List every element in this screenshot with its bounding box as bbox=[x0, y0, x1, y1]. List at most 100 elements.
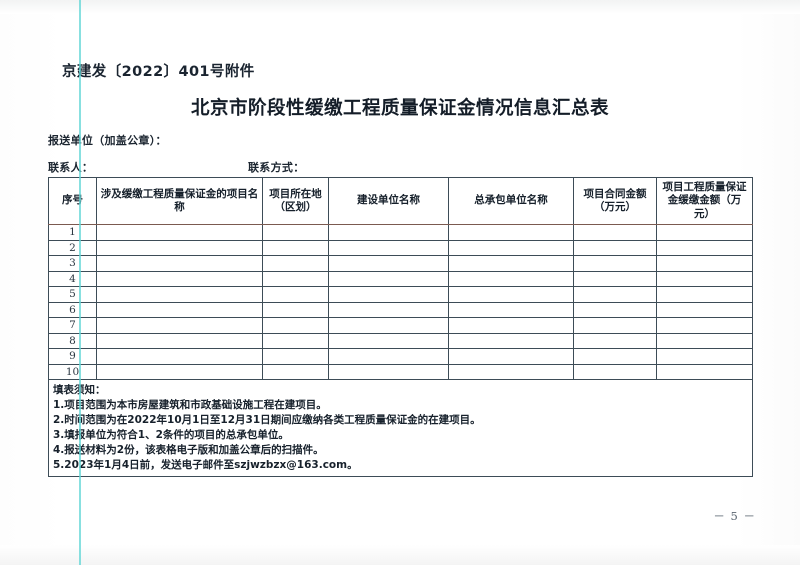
note-item: 2.时间范围为在2022年10月1日至12月31日期间应缴纳各类工程质量保证金的… bbox=[53, 413, 481, 426]
page-number: － 5 － bbox=[713, 509, 756, 523]
cell-location[interactable] bbox=[262, 348, 329, 365]
cell-deferred-amount[interactable] bbox=[656, 270, 753, 287]
cell-deferred-amount[interactable] bbox=[656, 224, 753, 241]
cell-contractor-unit[interactable] bbox=[448, 224, 574, 241]
cell-contract-amount[interactable] bbox=[573, 286, 657, 303]
cell-deferred-amount[interactable] bbox=[656, 317, 753, 334]
table-row[interactable]: 3 bbox=[48, 255, 753, 272]
cell-contract-amount[interactable] bbox=[573, 317, 657, 334]
cell-contract-amount[interactable] bbox=[573, 348, 657, 365]
table-row[interactable]: 8 bbox=[48, 332, 753, 349]
notes-list: 1.项目范围为本市房屋建筑和市政基础设施工程在建项目。 2.时间范围为在2022… bbox=[53, 398, 748, 473]
cell-contractor-unit[interactable] bbox=[448, 363, 574, 380]
summary-table: 序号 涉及缓缴工程质量保证金的项目名称 项目所在地（区划） 建设单位名称 总承包… bbox=[48, 177, 753, 478]
cell-location[interactable] bbox=[262, 286, 329, 303]
cell-location[interactable] bbox=[262, 332, 329, 349]
cell-contractor-unit[interactable] bbox=[448, 286, 574, 303]
summary-table-wrapper: 序号 涉及缓缴工程质量保证金的项目名称 项目所在地（区划） 建设单位名称 总承包… bbox=[48, 177, 753, 478]
table-row[interactable]: 7 bbox=[48, 317, 753, 334]
document-code: 京建发〔2022〕401号附件 bbox=[62, 64, 255, 80]
cell-project-name[interactable] bbox=[96, 270, 263, 287]
cell-contract-amount[interactable] bbox=[573, 239, 657, 256]
cell-construction-unit[interactable] bbox=[328, 317, 449, 334]
cell-index: 9 bbox=[48, 348, 97, 365]
cell-location[interactable] bbox=[262, 255, 329, 272]
cell-location[interactable] bbox=[262, 317, 329, 334]
cell-construction-unit[interactable] bbox=[328, 332, 449, 349]
table-row[interactable]: 5 bbox=[48, 286, 753, 303]
cell-location[interactable] bbox=[262, 363, 329, 380]
cell-contractor-unit[interactable] bbox=[448, 301, 574, 318]
page-title: 北京市阶段性缓缴工程质量保证金情况信息汇总表 bbox=[190, 98, 609, 119]
cell-contractor-unit[interactable] bbox=[448, 239, 574, 256]
note-item: 3.填报单位为符合1、2条件的项目的总承包单位。 bbox=[53, 428, 289, 441]
cell-contractor-unit[interactable] bbox=[448, 348, 574, 365]
table-row[interactable]: 4 bbox=[48, 270, 753, 287]
cell-deferred-amount[interactable] bbox=[656, 332, 753, 349]
table-row[interactable]: 6 bbox=[48, 301, 753, 318]
cell-project-name[interactable] bbox=[96, 255, 263, 272]
cell-index: 5 bbox=[48, 286, 97, 303]
cell-deferred-amount[interactable] bbox=[656, 286, 753, 303]
cell-project-name[interactable] bbox=[96, 286, 263, 303]
cell-construction-unit[interactable] bbox=[328, 255, 449, 272]
cell-location[interactable] bbox=[262, 224, 329, 241]
cell-construction-unit[interactable] bbox=[328, 239, 449, 256]
cell-location[interactable] bbox=[262, 270, 329, 287]
note-item: 5.2023年1月4日前，发送电子邮件至szjwzbzx@163.com。 bbox=[53, 458, 358, 471]
cell-contract-amount[interactable] bbox=[573, 255, 657, 272]
cell-project-name[interactable] bbox=[96, 224, 263, 241]
col-header-location: 项目所在地（区划） bbox=[262, 177, 329, 225]
cell-index: 10 bbox=[48, 363, 97, 380]
cell-index: 4 bbox=[48, 270, 97, 287]
cell-contract-amount[interactable] bbox=[573, 332, 657, 349]
cell-construction-unit[interactable] bbox=[328, 270, 449, 287]
col-header-deferred-amount: 项目工程质量保证金缓缴金额（万元） bbox=[656, 177, 753, 225]
cell-construction-unit[interactable] bbox=[328, 286, 449, 303]
cell-index: 3 bbox=[48, 255, 97, 272]
table-row[interactable]: 9 bbox=[48, 348, 753, 365]
cell-construction-unit[interactable] bbox=[328, 224, 449, 241]
cell-contract-amount[interactable] bbox=[573, 224, 657, 241]
cell-index: 7 bbox=[48, 317, 97, 334]
cell-location[interactable] bbox=[262, 301, 329, 318]
note-item: 1.项目范围为本市房屋建筑和市政基础设施工程在建项目。 bbox=[53, 398, 327, 411]
table-row[interactable]: 1 bbox=[48, 224, 753, 241]
cell-index: 8 bbox=[48, 332, 97, 349]
cell-deferred-amount[interactable] bbox=[656, 363, 753, 380]
cell-project-name[interactable] bbox=[96, 332, 263, 349]
cell-index: 6 bbox=[48, 301, 97, 318]
cell-index: 2 bbox=[48, 239, 97, 256]
cell-project-name[interactable] bbox=[96, 301, 263, 318]
cell-project-name[interactable] bbox=[96, 239, 263, 256]
cell-contractor-unit[interactable] bbox=[448, 270, 574, 287]
cell-contractor-unit[interactable] bbox=[448, 332, 574, 349]
cell-project-name[interactable] bbox=[96, 348, 263, 365]
cell-deferred-amount[interactable] bbox=[656, 239, 753, 256]
notes-row: 填表须知： 1.项目范围为本市房屋建筑和市政基础设施工程在建项目。 2.时间范围… bbox=[48, 378, 753, 478]
cell-construction-unit[interactable] bbox=[328, 348, 449, 365]
col-header-construction-unit: 建设单位名称 bbox=[328, 177, 449, 225]
cell-project-name[interactable] bbox=[96, 317, 263, 334]
table-body: 1 2 3 bbox=[48, 224, 753, 478]
table-row[interactable]: 10 bbox=[48, 363, 753, 380]
cell-deferred-amount[interactable] bbox=[656, 348, 753, 365]
cell-location[interactable] bbox=[262, 239, 329, 256]
cell-deferred-amount[interactable] bbox=[656, 301, 753, 318]
table-row[interactable]: 2 bbox=[48, 239, 753, 256]
col-header-contractor-unit: 总承包单位名称 bbox=[448, 177, 574, 225]
paper-edge-bottom bbox=[0, 545, 800, 565]
cell-index: 1 bbox=[48, 224, 97, 241]
cell-construction-unit[interactable] bbox=[328, 363, 449, 380]
col-header-index: 序号 bbox=[48, 177, 97, 225]
cell-construction-unit[interactable] bbox=[328, 301, 449, 318]
note-item: 4.报送材料为2份，该表格电子版和加盖公章后的扫描件。 bbox=[53, 443, 324, 456]
cell-deferred-amount[interactable] bbox=[656, 255, 753, 272]
cell-contract-amount[interactable] bbox=[573, 363, 657, 380]
cell-project-name[interactable] bbox=[96, 363, 263, 380]
cell-contractor-unit[interactable] bbox=[448, 255, 574, 272]
cell-contract-amount[interactable] bbox=[573, 270, 657, 287]
cell-contractor-unit[interactable] bbox=[448, 317, 574, 334]
cell-contract-amount[interactable] bbox=[573, 301, 657, 318]
